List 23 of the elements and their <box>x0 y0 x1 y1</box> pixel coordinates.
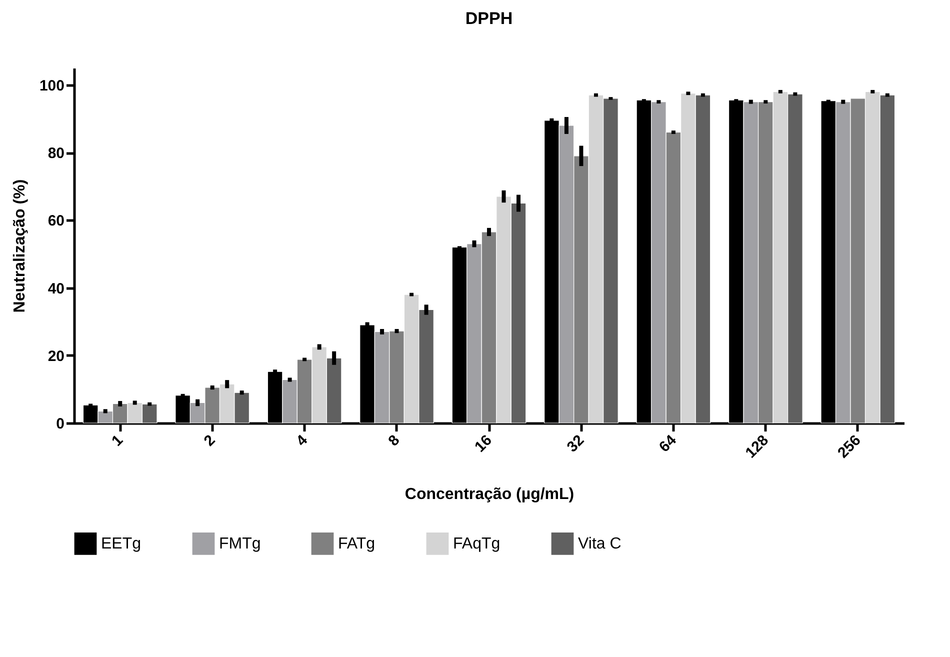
y-tick-label: 100 <box>39 77 64 94</box>
legend-label: Vita C <box>578 536 622 553</box>
y-tick-label: 0 <box>56 416 64 432</box>
legend-label: FAqTg <box>453 536 500 553</box>
x-tick-label: 256 <box>834 432 864 462</box>
x-tick-label: 64 <box>656 431 680 456</box>
y-tick-label: 20 <box>48 348 64 365</box>
y-axis-title: Neutralização (%) <box>11 179 28 313</box>
legend-label: FMTg <box>219 536 261 553</box>
chart-title: DPPH <box>465 9 513 28</box>
x-tick-label: 32 <box>564 432 588 456</box>
x-tick-label: 4 <box>293 431 312 450</box>
x-tick-label: 16 <box>472 432 496 456</box>
legend-label: EETg <box>101 536 142 553</box>
x-axis-title: Concentração (µg/mL) <box>404 486 574 503</box>
x-tick-label: 8 <box>385 432 404 450</box>
x-tick-label: 2 <box>200 432 219 450</box>
y-tick-label: 80 <box>48 145 64 162</box>
y-tick-label: 60 <box>48 212 64 230</box>
legend-label: FATg <box>338 536 376 553</box>
x-tick-label: 128 <box>742 432 772 462</box>
y-tick-label: 40 <box>48 280 64 298</box>
x-tick-label: 1 <box>108 432 126 450</box>
